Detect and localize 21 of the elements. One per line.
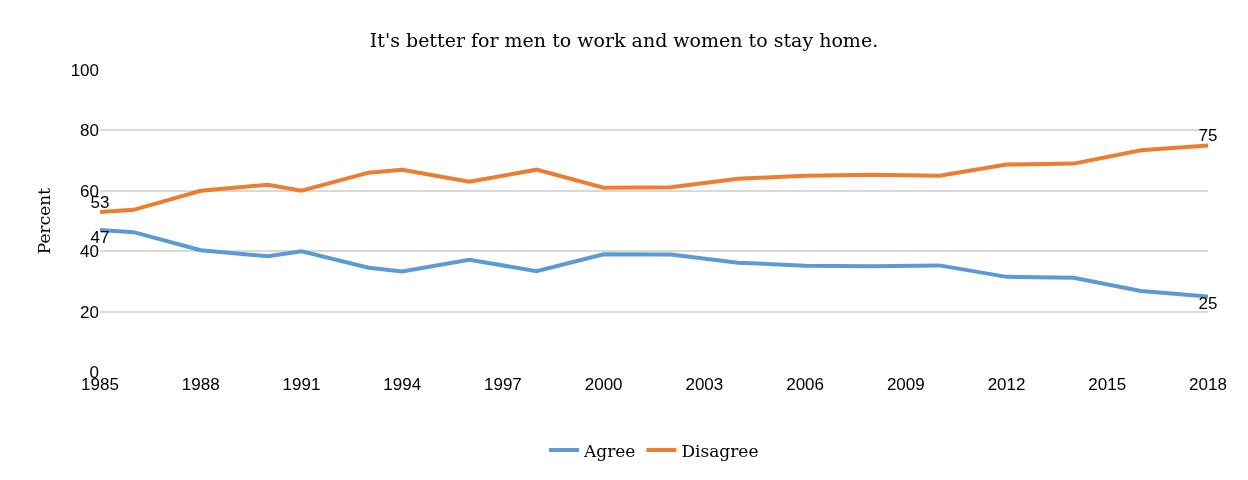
- y-tick-label: 80: [80, 121, 99, 141]
- x-tick-label: 2003: [685, 375, 724, 394]
- y-tick-label: 20: [80, 302, 99, 322]
- legend-label: Agree: [583, 440, 636, 461]
- x-tick-label: 2015: [1088, 375, 1127, 394]
- x-tick-label: 2000: [584, 375, 623, 394]
- x-tick-label: 2006: [786, 375, 824, 394]
- data-label: 75: [1198, 126, 1218, 146]
- y-axis-title: Percent: [34, 187, 55, 255]
- x-tick-label: 2012: [987, 375, 1026, 394]
- x-tick-label: 2018: [1189, 375, 1227, 394]
- x-tick-label: 1994: [383, 375, 422, 394]
- x-tick-label: 1988: [181, 375, 220, 394]
- chart-title: It's better for men to work and women to stay home.: [369, 28, 879, 51]
- x-tick-label: 2009: [886, 375, 925, 394]
- y-tick-label: 100: [70, 60, 99, 80]
- x-tick-label: 1997: [484, 375, 522, 394]
- x-tick-label: 1991: [282, 375, 321, 394]
- y-tick-label: 40: [80, 242, 99, 262]
- legend-label: Disagree: [681, 440, 759, 461]
- data-label: 25: [1198, 294, 1218, 314]
